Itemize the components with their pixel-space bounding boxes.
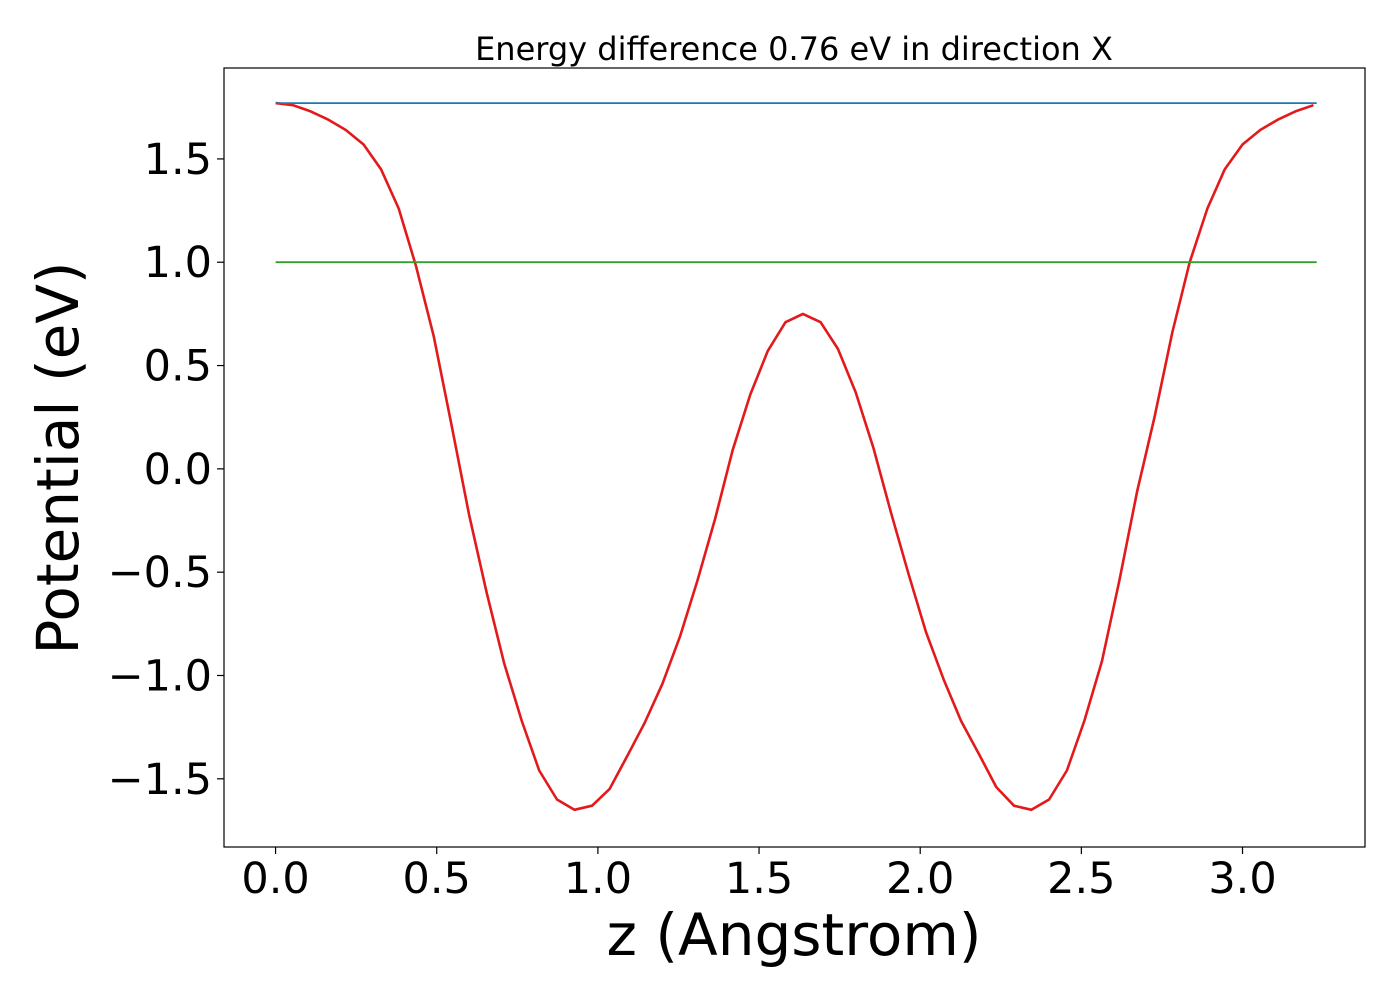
y-axis-label: Potential (eV): [24, 261, 92, 654]
x-axis-label: z (Angstrom): [607, 901, 982, 969]
x-tick-label: 0.0: [241, 854, 309, 904]
x-axis: 0.0 0.5 1.0 1.5 2.0 2.5 3.0: [241, 847, 1277, 904]
y-tick-label: 0.5: [144, 342, 212, 392]
chart-title: Energy difference 0.76 eV in direction X: [475, 30, 1113, 68]
x-tick-label: 2.5: [1047, 854, 1115, 904]
plot-lines: [275, 101, 1317, 812]
x-tick-label: 1.5: [725, 854, 793, 904]
x-tick-label: 0.5: [403, 854, 471, 904]
x-tick-label: 3.0: [1208, 854, 1276, 904]
y-tick-label: 0.0: [144, 445, 212, 495]
y-axis: −1.5 −1.0 −0.5 0.0 0.5 1.0 1.5: [108, 135, 224, 805]
y-tick-label: −1.0: [108, 651, 212, 701]
y-tick-label: −0.5: [108, 548, 212, 598]
series-line-potential: [275, 101, 1314, 812]
x-tick-label: 2.0: [886, 854, 954, 904]
y-tick-label: 1.0: [144, 238, 212, 288]
x-tick-label: 1.0: [564, 854, 632, 904]
y-tick-label: 1.5: [144, 135, 212, 185]
plot-frame: [223, 67, 1366, 848]
y-tick-label: −1.5: [108, 755, 212, 805]
